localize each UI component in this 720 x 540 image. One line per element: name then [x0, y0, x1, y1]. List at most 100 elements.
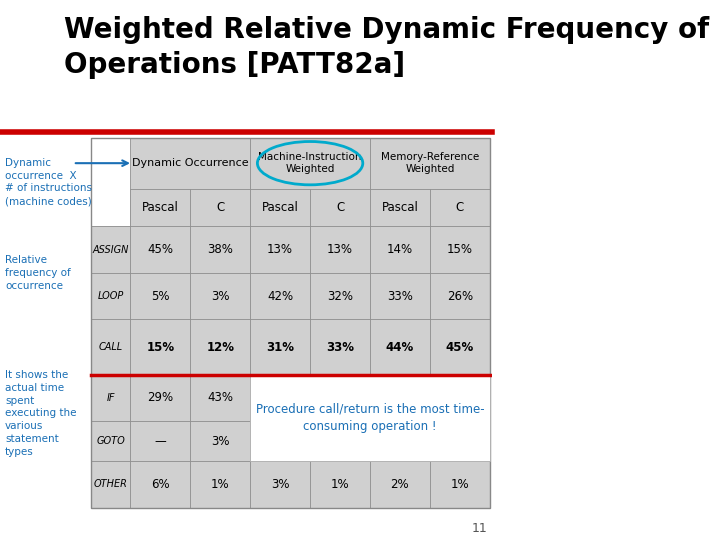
Text: Pascal: Pascal — [142, 201, 179, 214]
Bar — [310, 421, 370, 461]
Text: OTHER: OTHER — [94, 480, 127, 489]
Text: 12%: 12% — [206, 341, 234, 354]
Bar — [91, 319, 130, 375]
Text: 33%: 33% — [387, 289, 413, 302]
Bar — [130, 319, 190, 375]
Bar — [190, 461, 251, 508]
Text: 3%: 3% — [211, 435, 230, 448]
Text: CALL: CALL — [99, 342, 123, 352]
Text: —: — — [274, 435, 286, 448]
Text: 33%: 33% — [326, 341, 354, 354]
Bar — [251, 226, 310, 273]
Bar — [430, 273, 490, 319]
Text: IF: IF — [107, 393, 115, 403]
Bar — [91, 138, 490, 508]
Bar — [430, 461, 490, 508]
Bar — [190, 421, 251, 461]
Bar — [310, 461, 370, 508]
Bar — [310, 226, 370, 273]
Text: Weighted Relative Dynamic Frequency of HLL
Operations [PATT82a]: Weighted Relative Dynamic Frequency of H… — [64, 16, 720, 79]
Text: 5%: 5% — [151, 289, 170, 302]
Text: 11: 11 — [472, 522, 487, 535]
Text: 38%: 38% — [207, 243, 233, 256]
Text: 3%: 3% — [271, 478, 289, 491]
Text: 1%: 1% — [451, 478, 469, 491]
Bar — [370, 461, 430, 508]
Text: Pascal: Pascal — [261, 201, 299, 214]
Bar — [130, 421, 190, 461]
Text: Pascal: Pascal — [382, 201, 418, 214]
Text: 14%: 14% — [387, 243, 413, 256]
Text: 44%: 44% — [386, 341, 414, 354]
Bar — [370, 319, 430, 375]
Text: 2%: 2% — [391, 478, 409, 491]
Text: Machine-Instruction
Weighted: Machine-Instruction Weighted — [258, 152, 362, 174]
Bar — [91, 421, 130, 461]
Text: —: — — [454, 435, 466, 448]
Bar — [370, 273, 430, 319]
Bar — [251, 461, 310, 508]
Bar — [130, 226, 190, 273]
Bar — [190, 188, 251, 226]
Text: 31%: 31% — [266, 341, 294, 354]
Bar — [251, 319, 310, 375]
Text: 32%: 32% — [327, 289, 353, 302]
Text: LOOP: LOOP — [98, 291, 124, 301]
Bar — [130, 138, 251, 188]
Text: 13%: 13% — [327, 243, 353, 256]
Text: 3%: 3% — [211, 289, 230, 302]
Text: 42%: 42% — [267, 289, 293, 302]
Bar — [91, 375, 130, 421]
Bar — [130, 273, 190, 319]
Bar — [430, 226, 490, 273]
Bar — [251, 273, 310, 319]
Bar — [251, 375, 490, 461]
Text: Memory-Reference
Weighted: Memory-Reference Weighted — [381, 152, 479, 174]
Text: 15%: 15% — [447, 243, 473, 256]
Bar — [251, 421, 310, 461]
Bar — [190, 273, 251, 319]
Text: Procedure call/return is the most time-
consuming operation !: Procedure call/return is the most time- … — [256, 403, 485, 433]
Bar — [190, 319, 251, 375]
Bar — [190, 226, 251, 273]
Text: —: — — [155, 435, 166, 448]
Text: C: C — [216, 201, 225, 214]
Text: 13%: 13% — [267, 243, 293, 256]
Bar — [130, 188, 190, 226]
Bar — [251, 188, 310, 226]
Bar — [370, 226, 430, 273]
Text: GOTO: GOTO — [96, 436, 125, 446]
Bar — [91, 138, 130, 226]
Text: 29%: 29% — [148, 392, 174, 404]
Text: 1%: 1% — [211, 478, 230, 491]
Text: Dynamic Occurrence: Dynamic Occurrence — [132, 158, 248, 168]
Bar — [91, 226, 130, 273]
Text: —: — — [394, 435, 406, 448]
Bar — [430, 421, 490, 461]
Bar — [370, 188, 430, 226]
Bar — [251, 375, 490, 421]
Text: 1%: 1% — [330, 478, 349, 491]
Text: 6%: 6% — [151, 478, 170, 491]
Bar — [251, 138, 370, 188]
Text: 45%: 45% — [148, 243, 174, 256]
Text: 26%: 26% — [446, 289, 473, 302]
Bar — [430, 188, 490, 226]
Text: —: — — [334, 435, 346, 448]
Text: ASSIGN: ASSIGN — [93, 245, 129, 254]
Bar — [91, 461, 130, 508]
Bar — [370, 421, 430, 461]
Text: It shows the
actual time
spent
executing the
various
statement
types: It shows the actual time spent executing… — [5, 370, 76, 457]
Text: 45%: 45% — [446, 341, 474, 354]
Text: C: C — [456, 201, 464, 214]
Bar — [91, 273, 130, 319]
Bar — [310, 188, 370, 226]
Bar — [370, 138, 490, 188]
Text: 43%: 43% — [207, 392, 233, 404]
Bar — [430, 319, 490, 375]
Bar — [310, 319, 370, 375]
Bar — [130, 375, 190, 421]
Text: C: C — [336, 201, 344, 214]
Text: Dynamic
occurrence  X
# of instructions
(machine codes): Dynamic occurrence X # of instructions (… — [5, 158, 92, 206]
Bar — [310, 273, 370, 319]
